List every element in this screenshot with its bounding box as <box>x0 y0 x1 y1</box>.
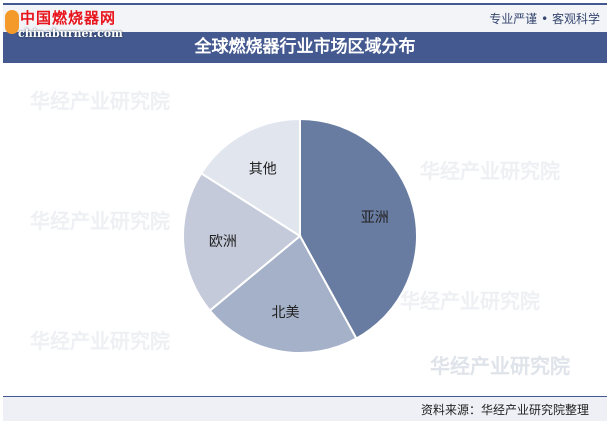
watermark: 华经产业研究院 <box>30 329 170 353</box>
top-rule <box>3 3 607 5</box>
slice-label: 亚洲 <box>361 210 389 226</box>
pie-slice-亚洲 <box>299 117 418 340</box>
slogan: 专业严谨 • 客观科学 <box>489 12 600 26</box>
slice-label: 北美 <box>272 305 300 321</box>
source-note: 资料来源：华经产业研究院整理 <box>420 403 589 417</box>
slice-label: 欧洲 <box>209 234 237 250</box>
pie-slice-北美 <box>208 234 358 354</box>
footer: 资料来源：华经产业研究院整理 <box>3 396 607 421</box>
logo-icon <box>5 10 19 34</box>
watermark: 华经产业研究院 <box>30 89 170 113</box>
pie-slice-欧洲 <box>182 171 302 312</box>
logo-text: 中国燃烧器网 <box>20 9 117 27</box>
pie-slice-其他 <box>199 117 301 238</box>
watermark: 华经产业研究院 <box>420 159 560 183</box>
logo-domain: chinaburner.com <box>18 27 123 40</box>
chart-title: 全球燃烧器行业市场区域分布 <box>3 32 607 63</box>
watermark: 华经产业研究院 <box>430 354 570 378</box>
watermark: 华经产业研究院 <box>30 209 170 233</box>
header <box>3 5 607 32</box>
watermark: 华经产业研究院 <box>400 289 540 313</box>
slice-label: 其他 <box>249 161 277 177</box>
